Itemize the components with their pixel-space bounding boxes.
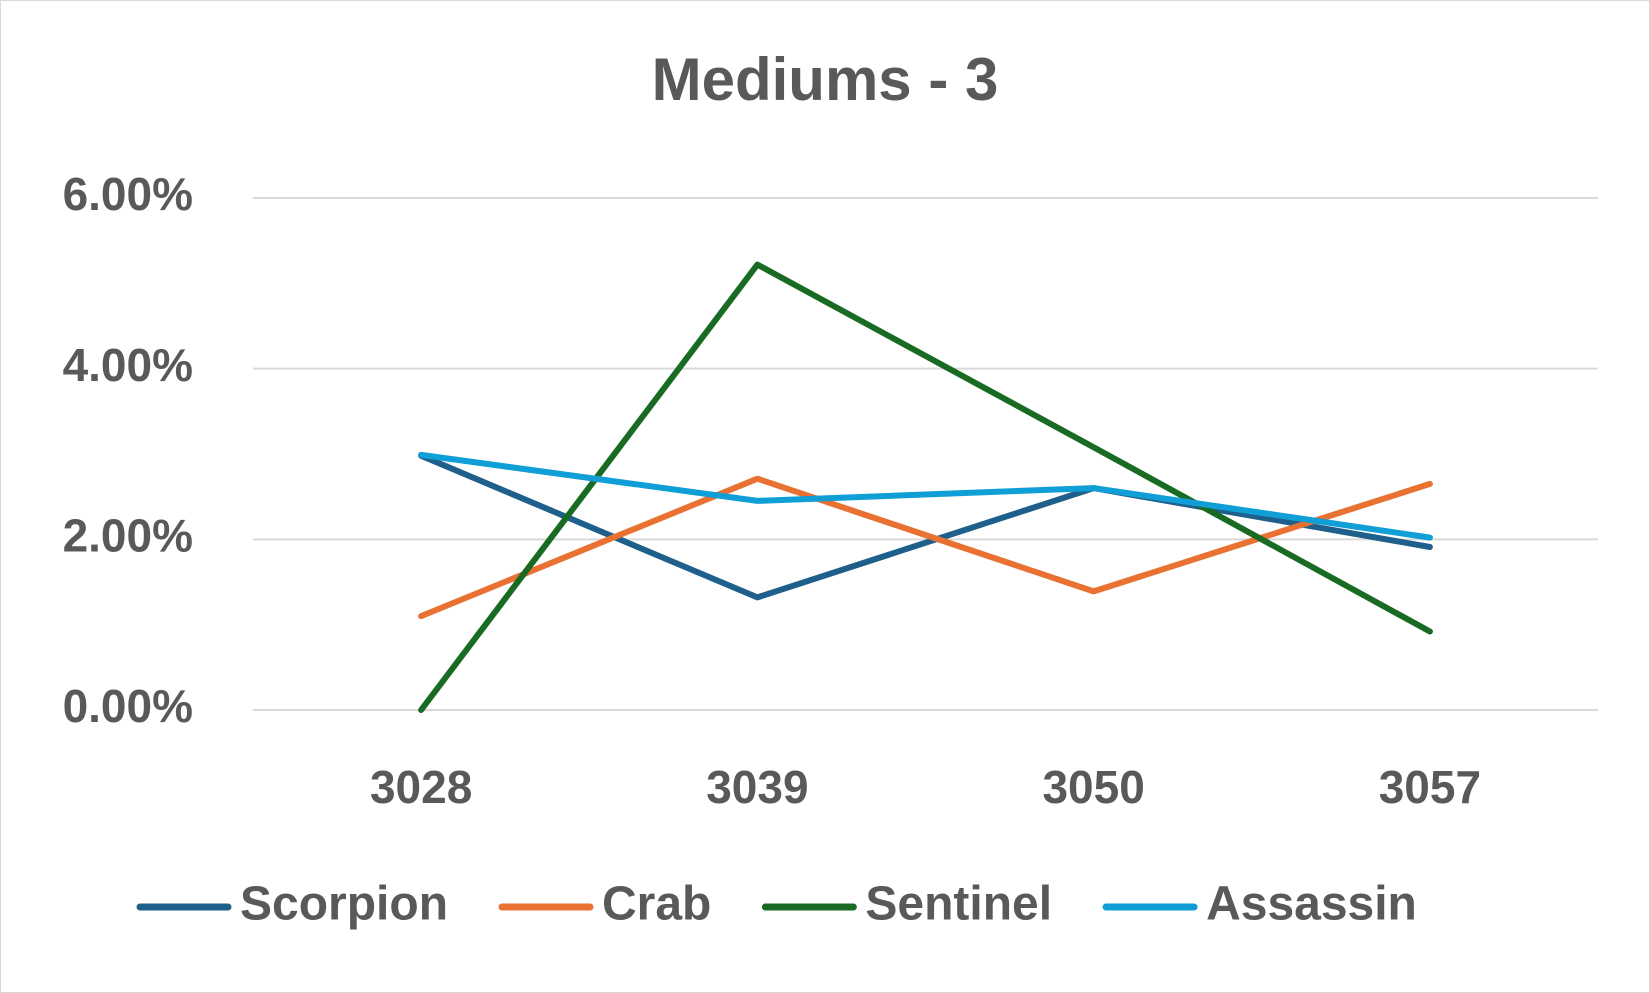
x-tick-label: 3039 bbox=[706, 761, 808, 813]
y-tick-label: 0.00% bbox=[63, 680, 193, 732]
y-tick-label: 4.00% bbox=[63, 339, 193, 391]
series-line bbox=[418, 261, 1433, 713]
legend-label: Scorpion bbox=[240, 878, 448, 931]
y-tick-label: 6.00% bbox=[63, 168, 193, 220]
y-tick-label: 2.00% bbox=[63, 509, 193, 561]
x-tick-label: 3028 bbox=[370, 761, 472, 813]
legend-label: Crab bbox=[602, 878, 711, 931]
chart-title: Mediums - 3 bbox=[652, 46, 999, 113]
series-line bbox=[418, 452, 1433, 601]
legend-label: Assassin bbox=[1206, 878, 1417, 931]
legend-label: Sentinel bbox=[865, 878, 1052, 931]
x-tick-label: 3057 bbox=[1379, 761, 1481, 813]
series-line bbox=[418, 451, 1433, 541]
x-tick-label: 3050 bbox=[1042, 761, 1144, 813]
